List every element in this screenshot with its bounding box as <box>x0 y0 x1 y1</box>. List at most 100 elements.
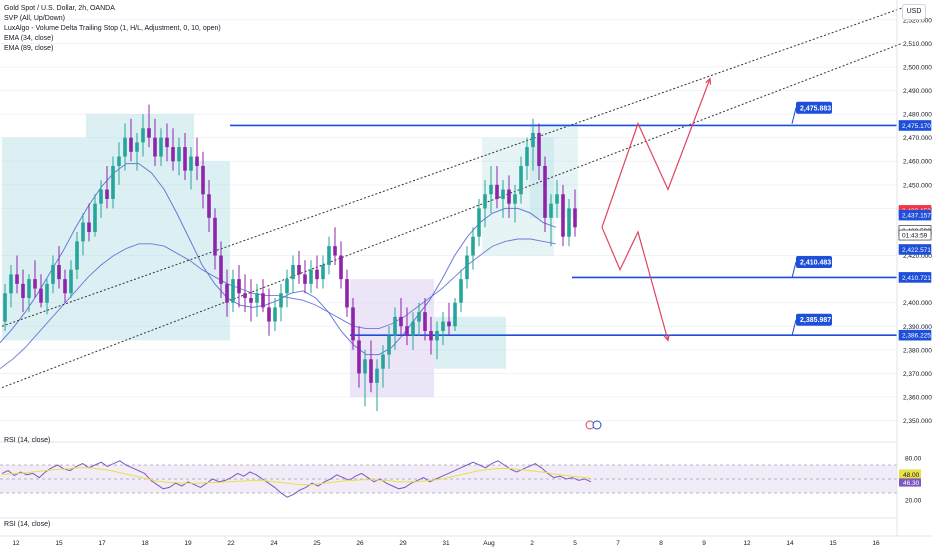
time-tick-label: 7 <box>616 540 620 547</box>
candle <box>387 335 391 355</box>
price-callouts: 2,475.883 2,410.483 2,385.987 <box>791 101 832 336</box>
candle <box>39 288 43 303</box>
candle <box>165 137 169 148</box>
candle <box>321 264 325 280</box>
candle <box>555 194 559 204</box>
currency-button[interactable]: USD <box>902 4 926 20</box>
rsi-legend-1[interactable]: RSI (14, close) <box>4 437 51 444</box>
candle <box>261 293 265 308</box>
candle <box>243 293 247 298</box>
time-tick-label: 16 <box>872 540 880 547</box>
candle <box>375 368 379 383</box>
candle <box>501 189 505 199</box>
time-tick-label: 22 <box>227 540 235 547</box>
candle <box>405 326 409 336</box>
rsi-value-tag <box>899 477 921 487</box>
candle <box>363 359 367 374</box>
candle <box>531 132 535 148</box>
legend-ema-89[interactable]: EMA (89, close) <box>4 45 54 52</box>
time-tick-label: 29 <box>399 540 407 547</box>
candle <box>135 142 139 152</box>
price-tick-label: 2,480.000 <box>903 112 932 119</box>
time-tick-label: 2 <box>530 540 534 547</box>
candle <box>201 165 205 195</box>
candle <box>333 246 337 256</box>
price-callout-text: 2,385.987 <box>800 317 831 324</box>
projection-bull-path <box>601 78 711 228</box>
price-tick-label: 2,490.000 <box>903 88 932 95</box>
time-tick-label: 5 <box>573 540 577 547</box>
candle <box>357 340 361 374</box>
volume-profile-block <box>194 161 230 341</box>
candle <box>81 222 85 242</box>
candles <box>3 104 577 412</box>
time-tick-label: 25 <box>313 540 321 547</box>
candle <box>189 156 193 171</box>
price-callout <box>796 255 832 268</box>
trendlines[interactable] <box>1 7 903 389</box>
candle <box>195 156 199 166</box>
candle <box>63 279 67 294</box>
time-tick-label: 17 <box>98 540 106 547</box>
candle <box>351 307 355 341</box>
time-tick-label: 19 <box>184 540 192 547</box>
price-tick-label: 2,360.000 <box>903 394 932 401</box>
volume-profile-block <box>2 137 86 341</box>
chart-legend[interactable]: Gold Spot / U.S. Dollar, 2h, OANDA SVP (… <box>4 4 221 54</box>
rsi-tick-label: 20.00 <box>905 498 922 505</box>
candle <box>381 354 385 369</box>
candle <box>543 165 547 218</box>
candle <box>15 274 19 284</box>
us-flag-icon <box>592 420 602 430</box>
legend-svp[interactable]: SVP (All, Up/Down) <box>4 15 65 22</box>
symbol-title[interactable]: Gold Spot / U.S. Dollar, 2h, OANDA <box>4 5 115 12</box>
candle <box>123 137 127 157</box>
candle <box>315 269 319 280</box>
price-tick-label: 2,500.000 <box>903 64 932 71</box>
candle <box>249 297 253 303</box>
candle <box>303 274 307 284</box>
candle <box>561 194 565 237</box>
candle <box>147 128 151 138</box>
time-tick-label: 14 <box>786 540 794 547</box>
time-tick-label: 9 <box>702 540 706 547</box>
price-tick-label: 2,460.000 <box>903 159 932 166</box>
time-tick-label: 8 <box>659 540 663 547</box>
price-label-text: 01:43:59 <box>902 233 928 240</box>
price-label-text: 2,422.571 <box>902 247 931 254</box>
time-tick-label: 24 <box>270 540 278 547</box>
price-tick-label: 2,370.000 <box>903 371 932 378</box>
time-tick-label: Aug <box>483 540 495 547</box>
time-tick-label: 15 <box>829 540 837 547</box>
rsi-legend-2[interactable]: RSI (14, close) <box>4 521 51 528</box>
rsi-line <box>1 460 592 498</box>
legend-ema-34[interactable]: EMA (34, close) <box>4 35 54 42</box>
time-axis[interactable]: 12 15 17 18 19 22 24 25 26 29 31 Aug 2 5 7 8 9 12 14 15 16 <box>0 535 932 547</box>
time-tick-label: 18 <box>141 540 149 547</box>
horizontal-levels[interactable] <box>230 124 897 337</box>
candle <box>267 307 271 322</box>
candle <box>183 147 187 171</box>
volume-profile-block <box>482 137 554 256</box>
candle <box>459 279 463 303</box>
candle <box>537 132 541 166</box>
candle <box>45 283 49 303</box>
candle <box>471 236 475 256</box>
legend-luxalgo[interactable]: LuxAlgo - Volume Delta Trailing Stop (1,… <box>4 25 221 32</box>
price-label-tag <box>898 272 932 283</box>
candle <box>93 203 97 232</box>
projection-arrowhead <box>705 77 712 85</box>
price-tick-label: 2,470.000 <box>903 135 932 142</box>
price-tick-label: 2,400.000 <box>903 300 932 307</box>
projection-arrows[interactable] <box>601 77 712 342</box>
candle <box>519 165 523 195</box>
candle <box>369 359 373 383</box>
volume-profile-block <box>86 114 194 341</box>
price-callout <box>796 101 832 114</box>
candle <box>27 279 31 298</box>
price-label-tag <box>898 329 932 341</box>
projection-arrowhead <box>663 334 670 342</box>
price-axis[interactable]: 2,520.000 2,510.000 2,500.000 2,490.000 2,48… <box>896 0 932 536</box>
candle <box>207 194 211 218</box>
